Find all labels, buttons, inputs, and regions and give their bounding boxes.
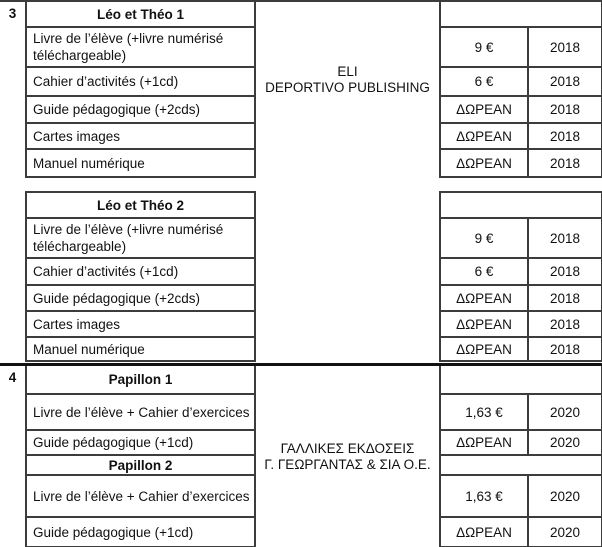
price-cell: ΔΩΡΕΑΝ xyxy=(439,310,529,338)
publisher-cell-eli: ELI DEPORTIVO PUBLISHING xyxy=(254,0,441,177)
section-index-3: 3 xyxy=(0,0,26,177)
book-title-papillon-2: Papillon 2 xyxy=(25,454,256,476)
year-cell: 2018 xyxy=(527,310,602,338)
item-label-cell: Manuel numérique xyxy=(25,148,256,178)
year-cell: 2018 xyxy=(527,217,602,259)
item-label-cell: Guide pédagogique (+2cds) xyxy=(25,284,256,312)
book-title-leo-2: Léo et Théo 2 xyxy=(25,191,256,219)
item-label-cell: Cartes images xyxy=(25,122,256,150)
section-index-4: 4 xyxy=(8,370,17,385)
year-cell: 2018 xyxy=(527,66,602,97)
publisher-line-1: ΓΑΛΛΙΚΕΣ ΕΚΔΟΣΕΙΣ xyxy=(280,440,415,456)
price-cell: 1,63 € xyxy=(439,474,529,518)
item-label-cell: Livre de l’élève + Cahier d’exercices xyxy=(25,474,256,518)
year-cell: 2018 xyxy=(527,122,602,150)
price-cell: ΔΩΡΕΑΝ xyxy=(439,148,529,178)
year-cell: 2020 xyxy=(527,393,602,431)
publisher-name: ELI DEPORTIVO PUBLISHING xyxy=(257,64,438,96)
price-cell: 1,63 € xyxy=(439,393,529,431)
price-cell: ΔΩΡΕΑΝ xyxy=(439,516,529,547)
year-cell: 2018 xyxy=(527,257,602,286)
book-block-leo-1: 3 Léo et Théo 1 ELI DEPORTIVO PUBLISHING… xyxy=(0,0,602,178)
book-block-papillon: 4 Papillon 1 ΓΑΛΛΙΚΕΣ ΕΚΔΟΣΕΙΣ Γ. ΓΕΩΡΓΑ… xyxy=(0,366,602,547)
year-cell: 2020 xyxy=(527,516,602,547)
section-divider-rule xyxy=(0,363,602,366)
price-cell: ΔΩΡΕΑΝ xyxy=(439,95,529,124)
empty-price-year-cell xyxy=(439,0,602,28)
item-label-cell: Livre de l’élève + Cahier d’exercices xyxy=(25,393,256,431)
price-cell: 9 € xyxy=(439,217,529,259)
year-cell: 2018 xyxy=(527,148,602,178)
book-title-leo-1: Léo et Théo 1 xyxy=(25,0,256,28)
price-cell: 6 € xyxy=(439,66,529,97)
item-label-cell: Manuel numérique xyxy=(25,336,256,362)
year-cell: 2020 xyxy=(527,474,602,518)
year-cell: 2018 xyxy=(527,336,602,362)
empty-price-year-cell xyxy=(439,454,602,476)
item-label-cell: Guide pédagogique (+2cds) xyxy=(25,95,256,124)
price-cell: ΔΩΡΕΑΝ xyxy=(439,284,529,312)
item-label-cell: Cartes images xyxy=(25,310,256,338)
publisher-line-2: DEPORTIVO PUBLISHING xyxy=(265,79,430,95)
item-label-cell: Livre de l’élève (+livre numérisé téléch… xyxy=(25,26,256,68)
item-label-cell: Guide pédagogique (+1cd) xyxy=(25,516,256,547)
book-block-leo-2: Léo et Théo 2 Livre de l’élève (+livre n… xyxy=(0,191,602,362)
section-index-spacer xyxy=(0,192,26,361)
year-cell: 2018 xyxy=(527,95,602,124)
year-cell: 2018 xyxy=(527,284,602,312)
block-gap xyxy=(0,178,602,191)
publisher-line-1: ELI xyxy=(337,63,358,79)
price-cell: 9 € xyxy=(439,26,529,68)
empty-price-year-cell xyxy=(439,366,602,395)
publisher-cell-empty xyxy=(254,192,441,361)
item-label-cell: Cahier d’activités (+1cd) xyxy=(25,257,256,286)
price-cell: ΔΩΡΕΑΝ xyxy=(439,336,529,362)
item-label-cell: Livre de l’élève (+livre numérisé téléch… xyxy=(25,217,256,259)
publisher-line-2: Γ. ΓΕΩΡΓΑΝΤΑΣ & ΣΙΑ Ο.Ε. xyxy=(264,456,431,472)
empty-price-year-cell xyxy=(439,191,602,219)
book-title-papillon-1: Papillon 1 xyxy=(25,366,256,395)
publisher-name: ΓΑΛΛΙΚΕΣ ΕΚΔΟΣΕΙΣ Γ. ΓΕΩΡΓΑΝΤΑΣ & ΣΙΑ Ο.… xyxy=(257,441,438,473)
year-cell: 2020 xyxy=(527,429,602,456)
price-cell: 6 € xyxy=(439,257,529,286)
item-label-cell: Guide pédagogique (+1cd) xyxy=(25,429,256,456)
year-cell: 2018 xyxy=(527,26,602,68)
publisher-cell-galikes: ΓΑΛΛΙΚΕΣ ΕΚΔΟΣΕΙΣ Γ. ΓΕΩΡΓΑΝΤΑΣ & ΣΙΑ Ο.… xyxy=(254,366,441,547)
price-cell: ΔΩΡΕΑΝ xyxy=(439,122,529,150)
item-label-cell: Cahier d’activités (+1cd) xyxy=(25,66,256,97)
price-cell: ΔΩΡΕΑΝ xyxy=(439,429,529,456)
